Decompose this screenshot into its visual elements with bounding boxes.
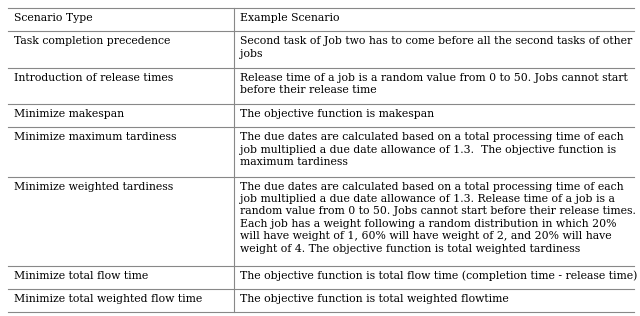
Text: Minimize total flow time: Minimize total flow time — [14, 270, 148, 281]
Text: Second task of Job two has to come before all the second tasks of other
jobs: Second task of Job two has to come befor… — [239, 36, 632, 58]
Text: Example Scenario: Example Scenario — [239, 13, 339, 23]
Text: Minimize maximum tardiness: Minimize maximum tardiness — [14, 132, 177, 142]
Text: Release time of a job is a random value from 0 to 50. Jobs cannot start
before t: Release time of a job is a random value … — [239, 73, 627, 95]
Text: Minimize weighted tardiness: Minimize weighted tardiness — [14, 182, 173, 191]
Text: Minimize total weighted flow time: Minimize total weighted flow time — [14, 294, 202, 304]
Text: Scenario Type: Scenario Type — [14, 13, 93, 23]
Text: Task completion precedence: Task completion precedence — [14, 36, 170, 46]
Text: The objective function is total weighted flowtime: The objective function is total weighted… — [239, 294, 508, 304]
Text: The objective function is makespan: The objective function is makespan — [239, 109, 434, 119]
Text: The objective function is total flow time (completion time - release time): The objective function is total flow tim… — [239, 270, 637, 281]
Text: Minimize makespan: Minimize makespan — [14, 109, 124, 119]
Text: The due dates are calculated based on a total processing time of each
job multip: The due dates are calculated based on a … — [239, 182, 636, 254]
Text: The due dates are calculated based on a total processing time of each
job multip: The due dates are calculated based on a … — [239, 132, 623, 167]
Text: Introduction of release times: Introduction of release times — [14, 73, 173, 82]
